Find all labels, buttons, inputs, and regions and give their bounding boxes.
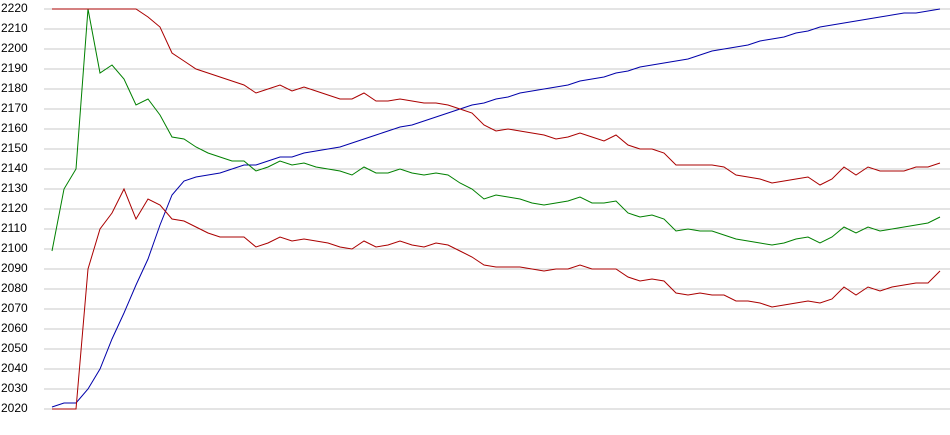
y-tick-label: 2120 (1, 201, 28, 215)
y-tick-label: 2160 (1, 121, 28, 135)
y-tick-label: 2020 (1, 401, 28, 415)
y-tick-label: 2220 (1, 1, 28, 15)
y-tick-label: 2090 (1, 261, 28, 275)
y-tick-label: 2140 (1, 161, 28, 175)
y-tick-label: 2070 (1, 301, 28, 315)
y-tick-label: 2040 (1, 361, 28, 375)
series-line (51, 8, 941, 252)
y-tick-label: 2180 (1, 81, 28, 95)
y-tick-label: 2110 (1, 221, 27, 235)
y-tick-label: 2100 (1, 241, 28, 255)
y-tick-label: 2210 (1, 21, 28, 35)
y-tick-label: 2030 (1, 381, 28, 395)
series-line (51, 8, 941, 408)
series-line (52, 8, 941, 186)
y-tick-label: 2130 (1, 181, 28, 195)
y-tick-label: 2190 (1, 61, 28, 75)
series-line (52, 187, 941, 410)
y-tick-label: 2200 (1, 41, 28, 55)
y-tick-label: 2080 (1, 281, 28, 295)
y-tick-label: 2060 (1, 321, 28, 335)
y-tick-label: 2150 (1, 141, 28, 155)
y-tick-label: 2170 (1, 101, 28, 115)
y-tick-label: 2050 (1, 341, 28, 355)
